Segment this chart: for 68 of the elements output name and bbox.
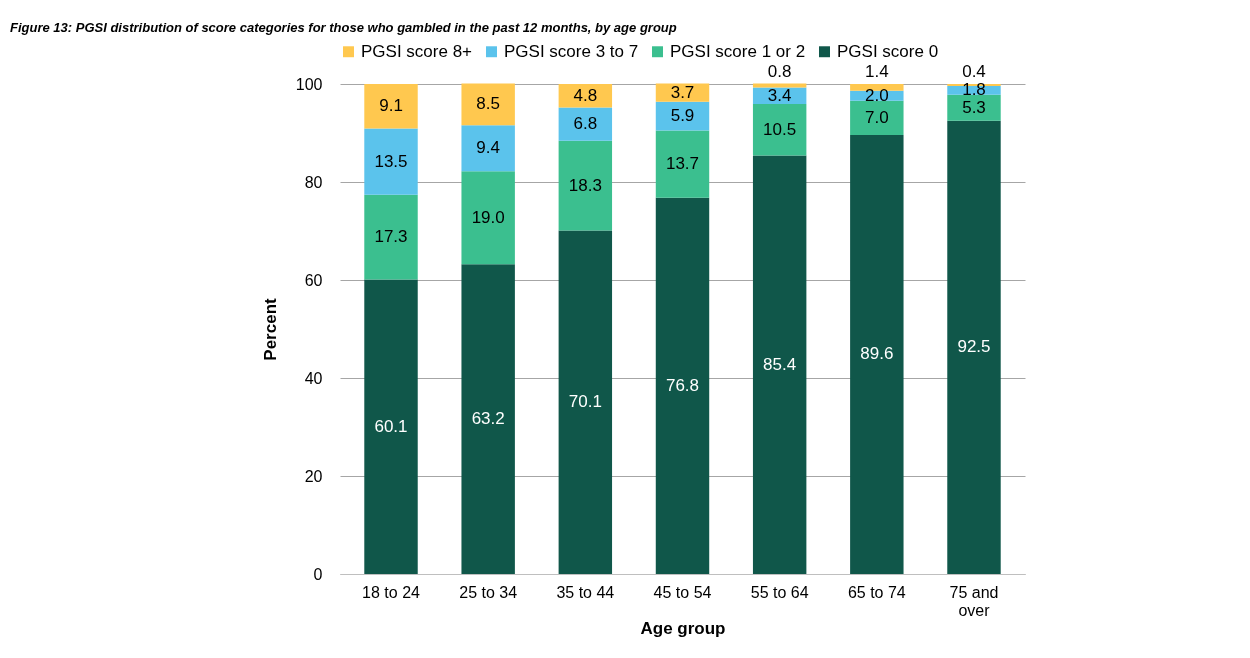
y-tick-label: 80	[304, 173, 323, 191]
x-axis-title: Age group	[640, 618, 726, 638]
data-label: 9.4	[476, 138, 500, 158]
data-label: 92.5	[957, 337, 991, 357]
bar	[752, 155, 807, 574]
bar	[364, 128, 418, 195]
bar	[364, 194, 418, 280]
data-label: 85.4	[763, 354, 797, 374]
data-label: 8.5	[476, 94, 500, 114]
data-label: 0.8	[767, 61, 792, 81]
x-tick-label: 55 to 64	[750, 583, 809, 601]
data-label: 10.5	[763, 119, 797, 139]
data-label: 17.3	[374, 227, 408, 247]
data-label: 3.7	[670, 82, 695, 102]
chart-title: Figure 13: PGSI distribution of score categories for those who gambled in the past 12 months, by age group	[10, 20, 677, 35]
data-label: 5.9	[670, 106, 695, 126]
x-tick-label: 25 to 34	[459, 583, 518, 601]
data-label: 9.1	[379, 96, 403, 116]
data-label: 3.4	[767, 85, 792, 105]
bar	[461, 83, 515, 126]
bar	[558, 230, 613, 574]
data-label: 60.1	[374, 416, 408, 436]
bar	[461, 125, 515, 172]
y-tick-label: 100	[295, 75, 323, 93]
bar	[655, 101, 710, 131]
bar	[655, 130, 710, 198]
data-label: 18.3	[568, 175, 602, 195]
data-label: 4.8	[573, 85, 598, 105]
bar	[461, 171, 515, 265]
data-label: 19.0	[471, 207, 505, 227]
bar	[850, 84, 904, 91]
data-label: 0.4	[962, 62, 986, 81]
bar	[558, 140, 613, 231]
x-tick-label: 75 and over	[949, 583, 999, 619]
bar	[850, 134, 904, 574]
data-label: 76.8	[665, 375, 700, 395]
data-label: 89.6	[860, 344, 894, 364]
legend-label: PGSI score 0	[837, 41, 939, 61]
x-tick-label: 45 to 54	[653, 583, 712, 601]
bar	[461, 264, 515, 574]
bar	[364, 84, 418, 129]
y-axis-title: Percent	[260, 297, 280, 361]
x-tick-label: 65 to 74	[847, 583, 906, 601]
data-label: 1.8	[962, 80, 986, 100]
y-tick-label: 40	[304, 369, 323, 387]
x-tick-label: 35 to 44	[556, 583, 615, 601]
bar	[947, 120, 1001, 574]
data-label: 13.7	[665, 154, 700, 174]
data-label: 63.2	[471, 409, 505, 429]
legend-label: PGSI score 3 to 7	[504, 41, 639, 61]
legend-label: PGSI score 1 or 2	[670, 41, 806, 61]
data-label: 13.5	[374, 151, 408, 171]
y-tick-label: 60	[304, 271, 323, 289]
data-label: 70.1	[568, 392, 602, 412]
bar	[850, 100, 904, 135]
data-label: 6.8	[573, 114, 598, 134]
y-tick-label: 0	[313, 565, 323, 583]
bar	[752, 104, 807, 156]
y-tick-label: 20	[304, 467, 323, 485]
data-label: 2.0	[865, 85, 889, 105]
bar	[364, 279, 418, 574]
legend-label: PGSI score 8+	[361, 41, 473, 61]
bar	[655, 197, 710, 574]
data-label: 7.0	[865, 107, 889, 127]
data-label: 5.3	[962, 97, 986, 117]
data-label: 1.4	[865, 62, 889, 81]
bar	[947, 94, 1001, 121]
x-tick-label: 18 to 24	[362, 583, 421, 601]
